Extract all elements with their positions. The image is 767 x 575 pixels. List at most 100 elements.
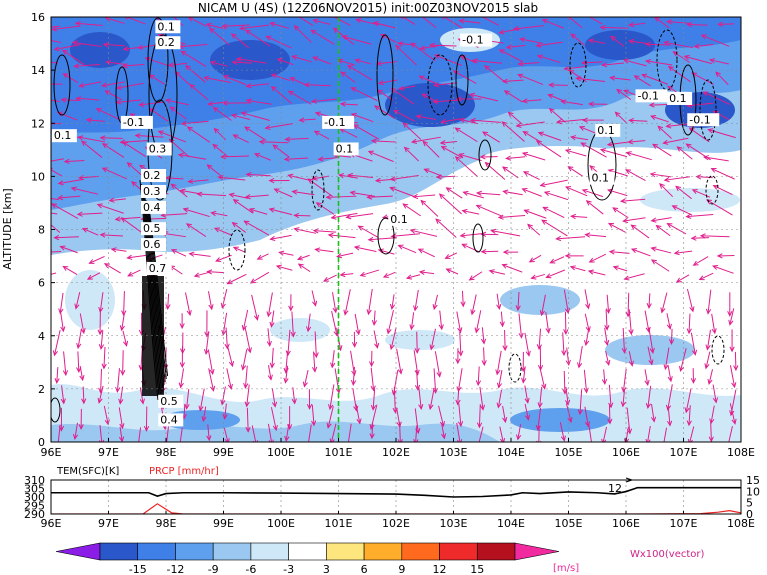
wind-vector: [690, 235, 710, 241]
wind-vector: [584, 289, 591, 310]
wind-vector: [118, 407, 125, 430]
wind-vector: [555, 235, 586, 242]
wind-vector: [524, 385, 530, 404]
wind-vector: [469, 117, 501, 124]
wind-vector: [198, 388, 205, 412]
wind-vector: [708, 422, 714, 442]
wind-vector: [205, 22, 226, 30]
svg-text:-0.1: -0.1: [462, 34, 483, 47]
wind-vector: [85, 117, 105, 123]
wind-vector: [663, 427, 668, 442]
wind-vector: [227, 347, 235, 368]
wind-vector: [644, 58, 673, 66]
x-tick-label: 103E: [440, 446, 468, 459]
wind-vector: [328, 384, 335, 411]
wind-vector: [346, 423, 352, 442]
wind-vector: [329, 423, 337, 442]
wind-vector: [354, 313, 361, 336]
wind-vector: [439, 140, 458, 146]
wind-vector: [686, 313, 692, 335]
wind-vector: [570, 135, 589, 141]
wind-vector: [167, 62, 187, 68]
wind-vector: [440, 424, 447, 440]
wind-vector: [355, 17, 379, 26]
contour-label: -0.1: [322, 115, 355, 129]
wind-vector: [185, 64, 206, 83]
wind-vector: [244, 126, 267, 141]
wind-vector: [377, 79, 398, 86]
wind-vector: [95, 108, 121, 121]
wind-vector: [369, 404, 378, 431]
wind-vector: [256, 253, 269, 260]
wind-vector: [456, 311, 463, 334]
wind-vector: [522, 131, 540, 142]
wind-vector: [178, 368, 185, 389]
wind-vector: [686, 22, 708, 28]
wind-vector: [560, 99, 583, 106]
wind-vector: [232, 246, 246, 253]
wind-vector: [371, 310, 378, 327]
wind-vector: [258, 139, 289, 145]
surface-left-tick-label: 300: [24, 491, 45, 504]
wind-vector: [81, 227, 99, 236]
wind-vector: [545, 269, 565, 279]
svg-text:0.4: 0.4: [143, 201, 161, 214]
wind-vector: [264, 123, 293, 131]
surface-x-tick-label: 104E: [497, 517, 525, 530]
wind-vector: [660, 292, 668, 314]
wind-vector: [370, 138, 397, 144]
wind-vector: [455, 348, 461, 365]
wind-vector: [709, 58, 729, 65]
wind-vector: [588, 423, 592, 442]
wind-vector: [386, 309, 394, 335]
wind-vector: [584, 406, 591, 428]
wind-vector: [457, 403, 464, 428]
wind-vector: [414, 331, 420, 354]
y-tick-label: 10: [31, 170, 45, 183]
contour-line: [455, 54, 469, 106]
wind-vector: [63, 158, 85, 164]
wind-vector: [517, 61, 540, 67]
wind-vector: [628, 309, 634, 336]
wind-vector: [372, 21, 396, 29]
contour-line: [427, 54, 453, 116]
wind-vector: [312, 18, 331, 25]
wind-vector: [648, 327, 655, 354]
wind-vector: [470, 294, 477, 316]
wind-vector: [231, 59, 253, 65]
wind-vector: [241, 309, 249, 331]
wind-vector: [468, 271, 483, 281]
colorbar-tick-label: 9: [398, 563, 405, 575]
wind-vector: [293, 227, 317, 234]
wind-vector: [226, 273, 247, 285]
wind-vector: [298, 117, 316, 123]
wind-vector: [499, 426, 506, 442]
wind-vector: [501, 121, 525, 142]
wind-vector: [458, 18, 481, 24]
wind-vector: [97, 310, 103, 336]
x-tick-label: 96E: [41, 446, 62, 459]
wind-vector: [459, 117, 479, 125]
wind-vector: [707, 128, 736, 139]
wind-vector: [482, 131, 501, 143]
contour-line: [656, 29, 678, 91]
wind-vector: [369, 422, 375, 440]
wind-vector: [248, 207, 268, 215]
wind-vector: [413, 289, 419, 312]
wind-vector: [228, 192, 249, 199]
wind-vector: [51, 99, 60, 103]
wind-vector: [254, 153, 271, 161]
wind-vector: [114, 216, 141, 222]
wind-vector: [458, 331, 464, 357]
wind-vector: [51, 61, 59, 64]
wind-vector: [96, 203, 124, 214]
wind-vector: [413, 350, 420, 376]
wind-vector: [232, 199, 254, 214]
contour-label: 0.1: [333, 142, 359, 156]
svg-text:0.3: 0.3: [143, 185, 161, 198]
wind-vector: [445, 187, 463, 199]
wind-vector: [313, 331, 319, 359]
wind-vector: [478, 426, 484, 442]
wind-vector: [207, 101, 227, 107]
wind-vector: [601, 426, 608, 442]
